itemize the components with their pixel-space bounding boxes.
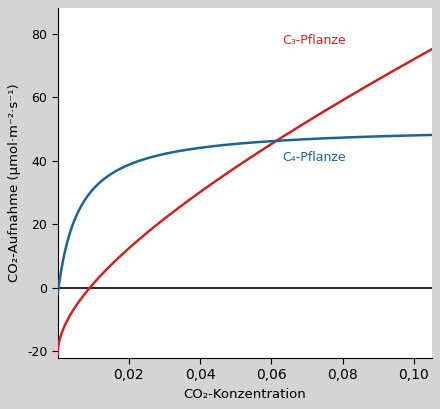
Text: C₄-Pflanze: C₄-Pflanze bbox=[282, 151, 346, 164]
Y-axis label: CO₂-Aufnahme (μmol·m⁻²·s⁻¹): CO₂-Aufnahme (μmol·m⁻²·s⁻¹) bbox=[8, 84, 21, 282]
X-axis label: CO₂-Konzentration: CO₂-Konzentration bbox=[183, 388, 306, 401]
Text: C₃-Pflanze: C₃-Pflanze bbox=[282, 34, 346, 47]
